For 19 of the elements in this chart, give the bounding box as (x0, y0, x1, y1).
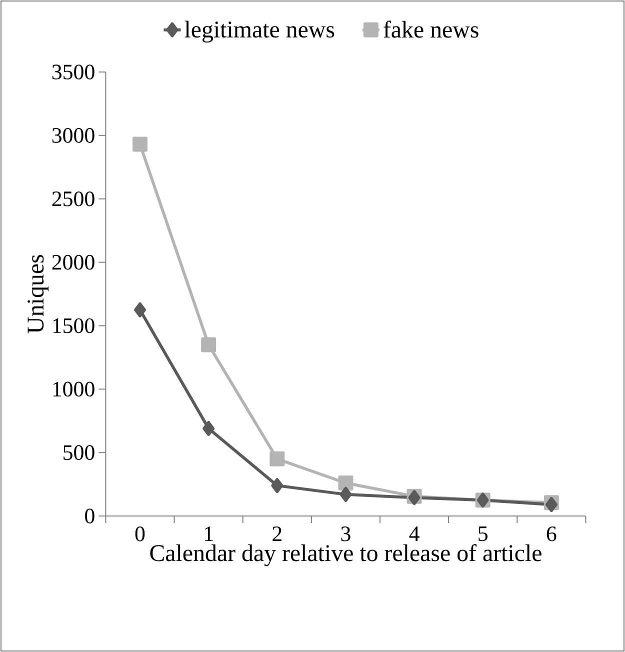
x-tick-label: 4 (409, 526, 420, 541)
x-tick-label: 0 (135, 526, 145, 542)
x-tick-label: 5 (478, 526, 488, 542)
x-tick-label: 6 (546, 526, 556, 542)
legend-label: legitimate news (184, 20, 334, 43)
y-tick-label: 0 (85, 508, 94, 524)
y-tick-label: 3500 (52, 64, 94, 80)
x-axis-title: Calendar day relative to release of article (150, 544, 542, 566)
y-tick-label: 500 (64, 445, 94, 460)
y-tick-label: 1500 (53, 318, 94, 334)
y-tick-label: 1000 (53, 382, 94, 397)
x-tick-label: 3 (341, 526, 350, 542)
x-tick-label: 1 (205, 526, 213, 541)
y-tick-label: 2500 (52, 191, 94, 206)
y-tick-label: 3000 (52, 128, 94, 143)
legend-label: fake news (384, 20, 478, 38)
x-tick-label: 2 (272, 526, 282, 542)
y-tick-label: 2000 (52, 254, 94, 270)
y-axis-title: Uniques (28, 255, 49, 334)
